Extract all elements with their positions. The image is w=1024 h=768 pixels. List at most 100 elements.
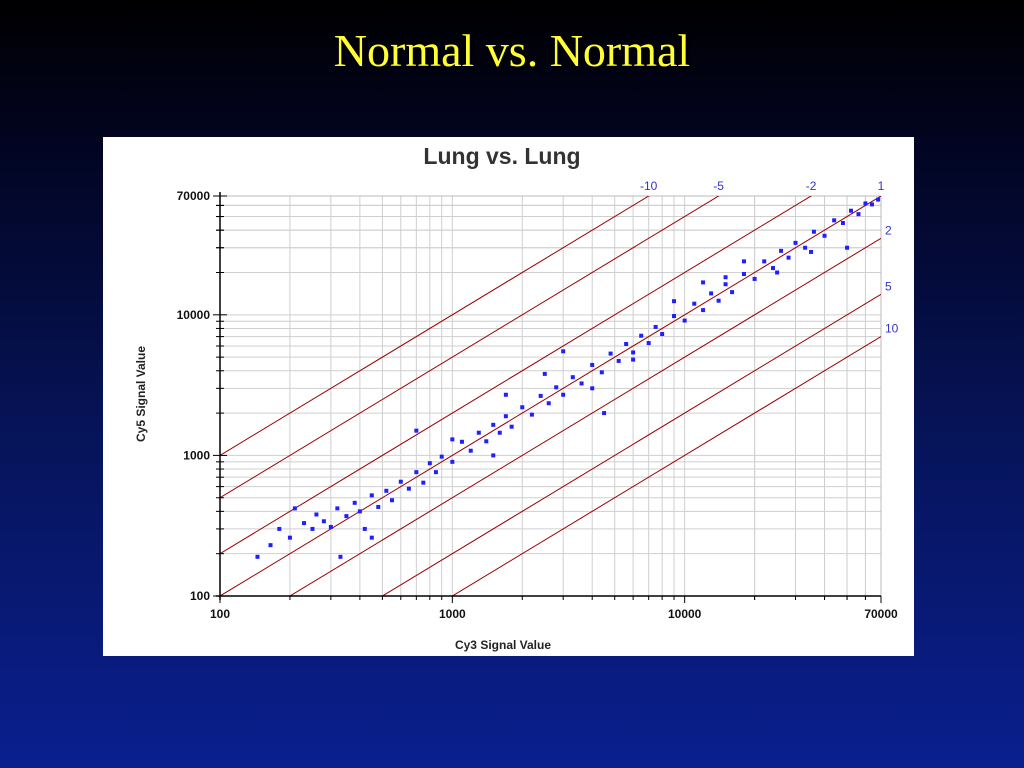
data-point (590, 386, 595, 391)
data-point (730, 290, 735, 295)
data-point (741, 259, 746, 264)
data-point (268, 543, 273, 548)
data-point (277, 526, 282, 531)
data-point (579, 381, 584, 386)
x-tick-label: 70000 (864, 607, 898, 621)
data-point (709, 291, 714, 296)
data-point (542, 371, 547, 376)
data-point (302, 521, 307, 526)
ratio-line (220, 196, 813, 555)
y-tick-label: 1000 (183, 448, 210, 462)
y-tick-label: 10000 (177, 308, 211, 322)
data-point (631, 350, 636, 355)
data-point (803, 245, 808, 250)
data-point (450, 459, 455, 464)
data-point (646, 341, 651, 346)
data-point (491, 422, 496, 427)
data-point (255, 554, 260, 559)
ratio-line (288, 237, 881, 596)
x-tick-label: 100 (210, 607, 230, 621)
data-point (427, 461, 432, 466)
data-point (608, 351, 613, 356)
ratio-line-label: -10 (640, 179, 658, 193)
ratio-line (220, 196, 881, 596)
data-point (723, 282, 728, 287)
data-point (876, 197, 881, 202)
data-point (421, 480, 426, 485)
y-tick-label: 100 (190, 589, 210, 603)
data-point (786, 255, 791, 260)
data-point (752, 276, 757, 281)
data-point (338, 554, 343, 559)
data-point (849, 208, 854, 213)
scatter-chart: Lung vs. Lung -10 -5 -2 1 2 5 10 100 1000 10000 7… (134, 143, 899, 652)
data-point (672, 299, 677, 304)
data-point (554, 385, 559, 390)
data-point (529, 412, 534, 417)
data-point (832, 218, 837, 223)
data-point (770, 266, 775, 271)
data-point (793, 240, 798, 245)
data-point (344, 514, 349, 519)
data-point (701, 280, 706, 285)
data-point (406, 486, 411, 491)
ratio-line-label: -5 (713, 179, 724, 193)
slide-title: Normal vs. Normal (333, 25, 691, 76)
data-point (741, 272, 746, 277)
data-point (459, 439, 464, 444)
data-point (653, 324, 658, 329)
data-point (624, 342, 629, 347)
data-point (631, 357, 636, 362)
ratio-line-label: 10 (885, 322, 899, 336)
data-point (433, 470, 438, 475)
data-point (357, 509, 362, 514)
data-point (616, 358, 621, 363)
data-point (352, 500, 357, 505)
data-point (701, 308, 706, 313)
data-point (287, 535, 292, 540)
data-point (503, 414, 508, 419)
data-point (809, 249, 814, 254)
data-point (590, 362, 595, 367)
data-point (822, 233, 827, 238)
data-point (672, 314, 677, 319)
data-point (328, 524, 333, 529)
data-point (414, 428, 419, 433)
y-tick-label: 70000 (177, 189, 211, 203)
data-point (863, 201, 868, 206)
data-point (869, 202, 874, 207)
data-point (369, 493, 374, 498)
data-point (811, 229, 816, 234)
ratio-line (451, 336, 881, 596)
ratio-line-label: 5 (885, 279, 892, 293)
x-tick-label: 10000 (668, 607, 702, 621)
data-point (762, 259, 767, 264)
ratio-lines: -10 -5 -2 1 2 5 10 (220, 179, 899, 596)
ratio-line-group (220, 196, 881, 596)
data-point (414, 470, 419, 475)
data-point (321, 519, 326, 524)
data-point (546, 401, 551, 406)
data-point (491, 453, 496, 458)
data-point (845, 245, 850, 250)
data-point (468, 448, 473, 453)
data-point (840, 220, 845, 225)
ratio-line-label: 1 (878, 179, 885, 193)
data-point (602, 411, 607, 416)
ratio-line (220, 196, 720, 499)
axes: 100 1000 10000 70000 100 1000 10000 70000 (177, 189, 898, 621)
ratio-line-label: -2 (806, 179, 817, 193)
data-point (520, 405, 525, 410)
data-point (509, 424, 514, 429)
data-point (497, 430, 502, 435)
data-point (369, 535, 374, 540)
data-point (639, 333, 644, 338)
data-point (292, 506, 297, 511)
data-point (599, 370, 604, 375)
data-point (561, 349, 566, 354)
x-axis-label: Cy3 Signal Value (455, 638, 551, 652)
data-point (570, 375, 575, 380)
data-point (682, 318, 687, 323)
data-point (376, 504, 381, 509)
data-point (476, 430, 481, 435)
